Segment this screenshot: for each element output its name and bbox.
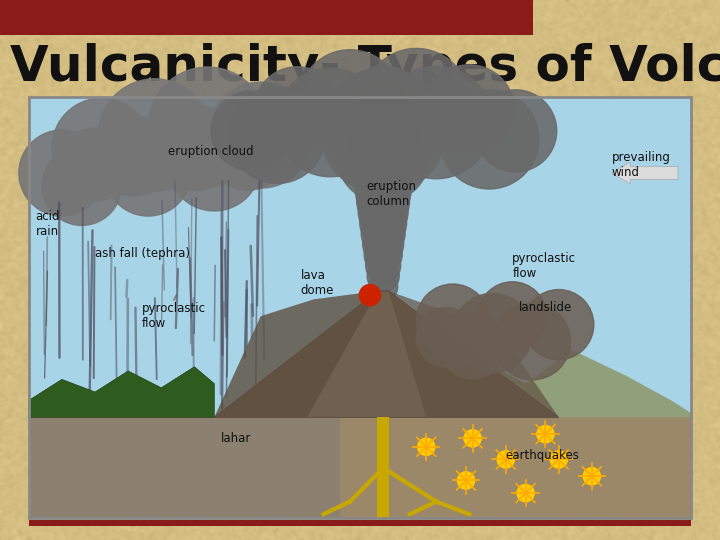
Text: Vulcanicity- Types of Volcano: Vulcanicity- Types of Volcano <box>10 43 720 91</box>
Circle shape <box>352 139 414 200</box>
Circle shape <box>367 260 399 292</box>
Circle shape <box>537 426 554 443</box>
Circle shape <box>416 284 489 357</box>
Circle shape <box>494 303 571 380</box>
Circle shape <box>357 175 410 228</box>
Circle shape <box>457 472 474 489</box>
Polygon shape <box>215 291 378 417</box>
Circle shape <box>168 118 261 211</box>
Text: lahar: lahar <box>221 432 251 445</box>
Circle shape <box>349 114 417 182</box>
Circle shape <box>276 68 384 177</box>
Polygon shape <box>360 350 691 417</box>
Circle shape <box>523 289 594 360</box>
Circle shape <box>359 285 381 306</box>
Circle shape <box>211 91 290 171</box>
Circle shape <box>361 212 405 255</box>
Bar <box>340 417 691 518</box>
Circle shape <box>355 163 411 219</box>
Circle shape <box>148 67 267 186</box>
Circle shape <box>19 130 105 216</box>
Circle shape <box>298 50 402 153</box>
Circle shape <box>207 82 314 188</box>
Circle shape <box>416 307 476 367</box>
Circle shape <box>517 484 534 502</box>
Circle shape <box>337 110 430 202</box>
Circle shape <box>320 68 446 194</box>
Circle shape <box>474 90 557 172</box>
Polygon shape <box>389 291 559 417</box>
Circle shape <box>52 98 151 198</box>
Circle shape <box>354 151 413 210</box>
Circle shape <box>345 78 421 154</box>
Circle shape <box>58 128 132 201</box>
Circle shape <box>478 282 546 350</box>
Circle shape <box>351 126 415 191</box>
Circle shape <box>343 66 423 145</box>
Bar <box>29 97 691 518</box>
Circle shape <box>105 130 191 216</box>
Text: eruption
column: eruption column <box>366 180 417 208</box>
Circle shape <box>439 90 539 189</box>
Circle shape <box>254 67 340 153</box>
Circle shape <box>99 79 211 191</box>
Bar <box>29 417 691 518</box>
Circle shape <box>346 90 420 164</box>
Bar <box>29 97 691 518</box>
Circle shape <box>363 224 404 265</box>
Text: earthquakes: earthquakes <box>505 449 580 462</box>
Circle shape <box>364 236 402 274</box>
Circle shape <box>359 187 408 237</box>
Circle shape <box>550 451 567 468</box>
Text: prevailing
wind: prevailing wind <box>612 151 670 179</box>
Circle shape <box>348 102 418 173</box>
Circle shape <box>360 199 407 246</box>
Text: eruption cloud: eruption cloud <box>168 145 253 158</box>
Text: ash fall (tephra): ash fall (tephra) <box>95 247 190 260</box>
Bar <box>29 521 691 526</box>
Circle shape <box>366 248 401 283</box>
Polygon shape <box>215 291 559 417</box>
FancyArrow shape <box>612 162 678 184</box>
Bar <box>377 417 389 518</box>
Circle shape <box>424 65 514 155</box>
Circle shape <box>583 468 600 485</box>
Circle shape <box>380 66 492 179</box>
Bar <box>0 0 533 35</box>
Text: lava
dome: lava dome <box>300 268 334 296</box>
Circle shape <box>151 105 238 191</box>
Circle shape <box>439 313 505 379</box>
Circle shape <box>209 113 286 191</box>
Circle shape <box>364 49 469 154</box>
Circle shape <box>464 430 481 447</box>
Circle shape <box>42 146 122 225</box>
Circle shape <box>497 451 514 468</box>
Circle shape <box>369 272 397 301</box>
Circle shape <box>453 293 532 373</box>
Polygon shape <box>29 367 215 417</box>
Circle shape <box>418 438 435 455</box>
Text: acid
rain: acid rain <box>35 210 60 238</box>
Circle shape <box>95 117 174 196</box>
Text: pyroclastic
flow: pyroclastic flow <box>141 302 205 330</box>
Text: pyroclastic
flow: pyroclastic flow <box>513 252 576 280</box>
Text: landslide: landslide <box>519 301 572 314</box>
Circle shape <box>229 87 325 184</box>
